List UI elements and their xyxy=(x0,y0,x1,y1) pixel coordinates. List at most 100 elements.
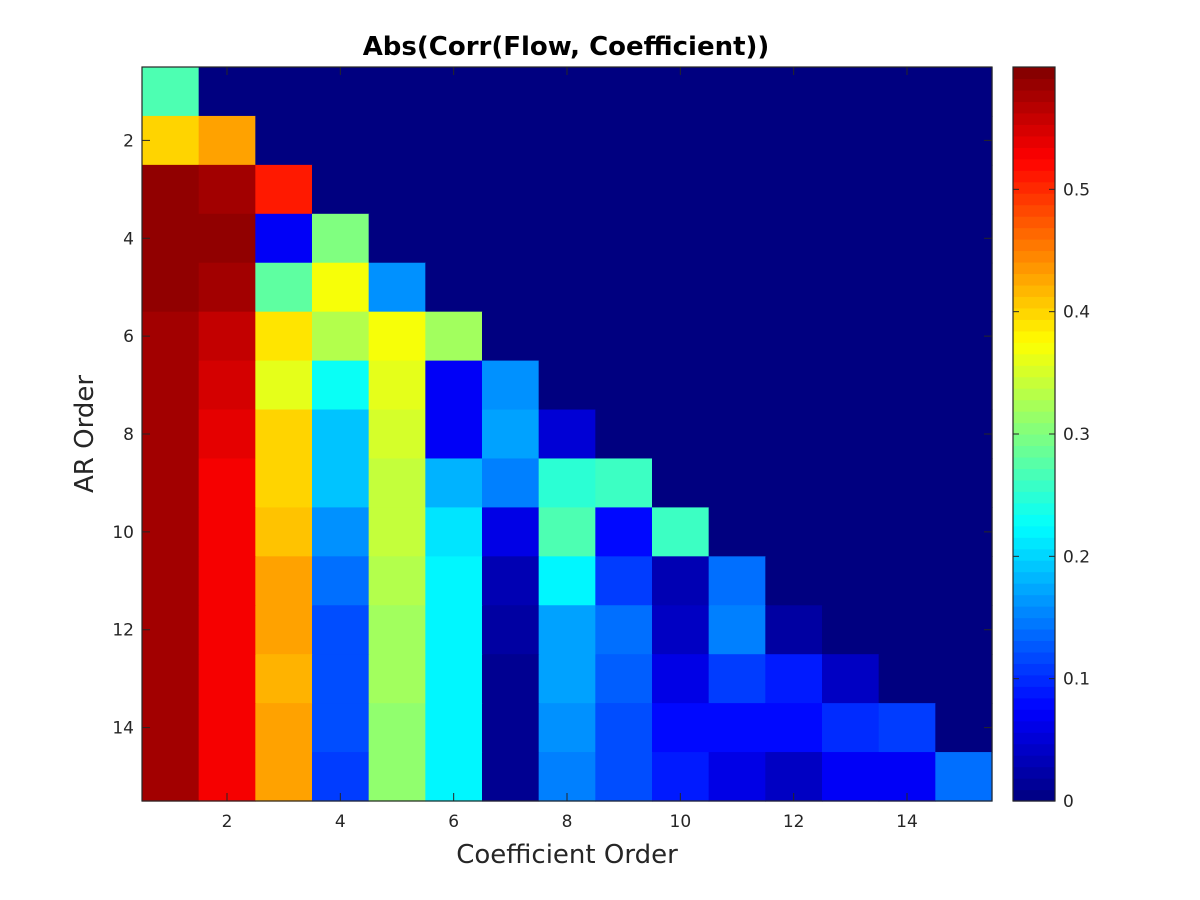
heatmap-cell xyxy=(822,213,880,264)
heatmap-cell xyxy=(255,752,313,802)
heatmap-cell xyxy=(935,409,993,460)
heatmap-cell xyxy=(708,703,766,753)
heatmap-cell xyxy=(935,458,993,508)
colorbar-step xyxy=(1013,514,1055,527)
colorbar-step xyxy=(1013,674,1055,687)
colorbar-step xyxy=(1013,651,1055,664)
colorbar-step xyxy=(1013,307,1055,320)
colorbar-step xyxy=(1013,101,1055,114)
heatmap-cell xyxy=(765,115,823,166)
heatmap-cell xyxy=(312,654,370,704)
heatmap-cell xyxy=(822,752,880,802)
colorbar-step xyxy=(1013,686,1055,699)
heatmap-cell xyxy=(822,703,880,753)
colorbar-step xyxy=(1013,789,1055,802)
colorbar-step xyxy=(1013,319,1055,332)
heatmap-cell xyxy=(652,556,710,606)
heatmap-cell xyxy=(822,556,880,606)
heatmap-cell xyxy=(708,262,766,313)
heatmap-cell xyxy=(878,311,936,362)
heatmap-cell xyxy=(198,654,256,704)
heatmap-cell xyxy=(255,654,313,704)
heatmap-cell xyxy=(425,164,483,215)
heatmap-cell xyxy=(198,164,256,215)
colorbar-step xyxy=(1013,502,1055,515)
y-tick-label: 10 xyxy=(112,523,134,543)
heatmap-cell xyxy=(482,213,540,264)
heatmap-cell xyxy=(368,360,426,411)
colorbar-step xyxy=(1013,491,1055,504)
y-axis-ticks: 2 4 6 8 10 12 14 xyxy=(112,131,992,739)
y-tick-label: 4 xyxy=(123,229,134,249)
heatmap-cell xyxy=(652,360,710,411)
heatmap-cell xyxy=(538,213,596,264)
heatmap-cell xyxy=(652,213,710,264)
heatmap-cell xyxy=(595,703,653,753)
colorbar-step xyxy=(1013,204,1055,217)
heatmap-cell xyxy=(198,556,256,606)
colorbar-step xyxy=(1013,571,1055,584)
y-tick-label: 2 xyxy=(123,131,134,151)
heatmap-cell xyxy=(708,409,766,460)
heatmap-cell xyxy=(765,164,823,215)
heatmap-cell xyxy=(425,605,483,655)
heatmap-cell xyxy=(142,605,200,655)
heatmap-cell xyxy=(708,458,766,508)
heatmap-cell xyxy=(368,507,426,557)
heatmap-cells xyxy=(142,67,993,802)
y-tick-label: 8 xyxy=(123,425,134,445)
heatmap-cell xyxy=(312,556,370,606)
heatmap-cell xyxy=(198,115,256,166)
heatmap-cell xyxy=(482,409,540,460)
heatmap-cell xyxy=(482,262,540,313)
heatmap-cell xyxy=(482,360,540,411)
colorbar-step xyxy=(1013,399,1055,412)
heatmap-cell xyxy=(878,703,936,753)
colorbar-step xyxy=(1013,158,1055,171)
x-tick-label: 4 xyxy=(335,812,346,832)
heatmap-cell xyxy=(708,605,766,655)
colorbar-step xyxy=(1013,560,1055,573)
heatmap-cell xyxy=(255,67,313,117)
colorbar-step xyxy=(1013,445,1055,458)
heatmap-cell xyxy=(595,654,653,704)
heatmap-cell xyxy=(538,115,596,166)
heatmap-cell xyxy=(482,458,540,508)
colorbar-tick-label: 0.3 xyxy=(1063,425,1090,445)
heatmap-cell xyxy=(822,458,880,508)
colorbar-tick-label: 0 xyxy=(1063,792,1074,812)
heatmap-cell xyxy=(198,409,256,460)
colorbar-tick-label: 0.2 xyxy=(1063,547,1090,567)
heatmap-cell xyxy=(312,67,370,117)
heatmap-cell xyxy=(878,507,936,557)
heatmap-cell xyxy=(765,409,823,460)
heatmap-cell xyxy=(142,703,200,753)
heatmap-cell xyxy=(935,507,993,557)
heatmap-cell xyxy=(652,654,710,704)
heatmap-cell xyxy=(652,262,710,313)
heatmap-cell xyxy=(765,262,823,313)
colorbar-step xyxy=(1013,330,1055,343)
heatmap-cell xyxy=(822,507,880,557)
heatmap-cell xyxy=(652,703,710,753)
colorbar-step xyxy=(1013,628,1055,642)
heatmap-cell xyxy=(595,409,653,460)
heatmap-cell xyxy=(312,360,370,411)
colorbar-step xyxy=(1013,456,1055,470)
heatmap-cell xyxy=(935,164,993,215)
colorbar-step xyxy=(1013,422,1055,435)
colorbar-step xyxy=(1013,663,1055,676)
colorbar-step xyxy=(1013,112,1055,125)
heatmap-cell xyxy=(765,311,823,362)
heatmap-cell xyxy=(822,409,880,460)
heatmap-cell xyxy=(878,213,936,264)
heatmap-cell xyxy=(312,507,370,557)
colorbar-step xyxy=(1013,594,1055,607)
colorbar-ticks: 0 0.1 0.2 0.3 0.4 0.5 xyxy=(1013,180,1090,812)
heatmap-cell xyxy=(425,409,483,460)
colorbar-step xyxy=(1013,78,1055,91)
heatmap-cell xyxy=(878,605,936,655)
heatmap-cell xyxy=(312,703,370,753)
colorbar-step xyxy=(1013,434,1055,447)
heatmap-cell xyxy=(425,311,483,362)
